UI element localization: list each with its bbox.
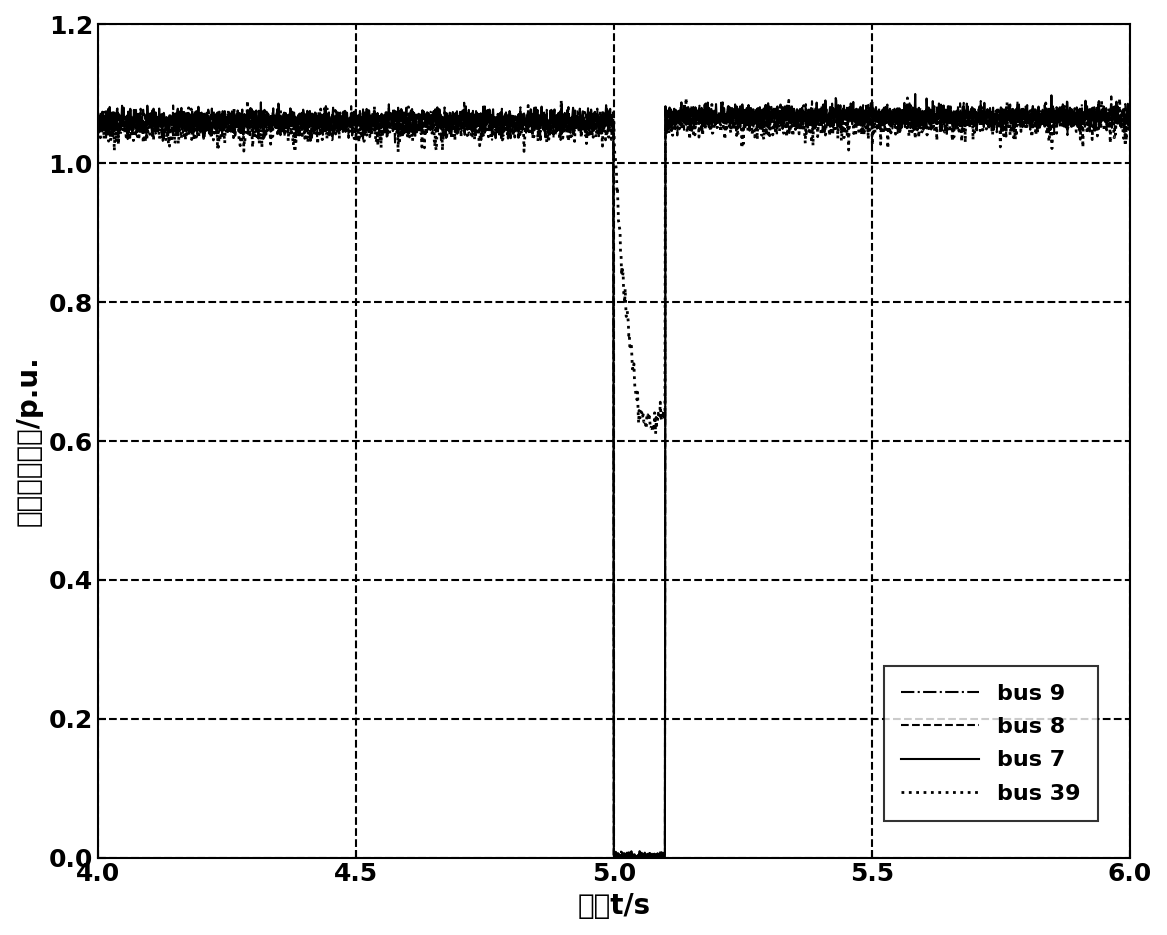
bus 9 — [183, 117, 197, 128]
bus 7 — [712, 109, 726, 121]
bus 9 — [1011, 95, 1025, 107]
Line: bus 9: bus 9 — [98, 101, 1130, 857]
bus 39 — [114, 124, 128, 136]
bus 39 — [147, 135, 161, 146]
bus 39 — [183, 126, 197, 137]
bus 7 — [474, 118, 488, 129]
bus 9 — [91, 128, 105, 139]
bus 7 — [147, 103, 161, 114]
Line: bus 7: bus 7 — [98, 94, 1130, 857]
bus 9 — [1123, 117, 1137, 128]
bus 39 — [901, 93, 915, 104]
bus 8 — [1123, 112, 1137, 123]
bus 7 — [114, 122, 128, 134]
bus 39 — [1123, 115, 1137, 126]
bus 8 — [941, 108, 955, 120]
Legend: bus 9, bus 8, bus 7, bus 39: bus 9, bus 8, bus 7, bus 39 — [883, 666, 1098, 822]
bus 7 — [607, 852, 621, 863]
bus 8 — [474, 121, 488, 132]
bus 8 — [712, 116, 726, 127]
bus 7 — [183, 120, 197, 131]
bus 8 — [147, 102, 161, 113]
Line: bus 39: bus 39 — [98, 98, 1130, 434]
bus 7 — [1123, 109, 1137, 121]
bus 9 — [147, 110, 161, 122]
bus 7 — [908, 88, 922, 99]
bus 8 — [114, 122, 128, 133]
bus 39 — [474, 133, 488, 144]
bus 8 — [608, 852, 622, 863]
bus 7 — [942, 113, 956, 124]
Y-axis label: 母线电压幅值/p.u.: 母线电压幅值/p.u. — [15, 355, 43, 526]
bus 9 — [613, 852, 627, 863]
bus 9 — [114, 127, 128, 138]
bus 9 — [941, 116, 955, 127]
bus 39 — [91, 128, 105, 139]
X-axis label: 时间t/s: 时间t/s — [578, 892, 650, 920]
bus 39 — [942, 101, 956, 112]
bus 7 — [91, 103, 105, 114]
bus 39 — [712, 116, 726, 127]
bus 9 — [474, 135, 488, 146]
bus 9 — [712, 115, 726, 126]
bus 8 — [183, 117, 197, 128]
bus 39 — [649, 428, 663, 439]
Line: bus 8: bus 8 — [98, 96, 1130, 857]
bus 8 — [91, 113, 105, 124]
bus 8 — [1104, 91, 1118, 102]
